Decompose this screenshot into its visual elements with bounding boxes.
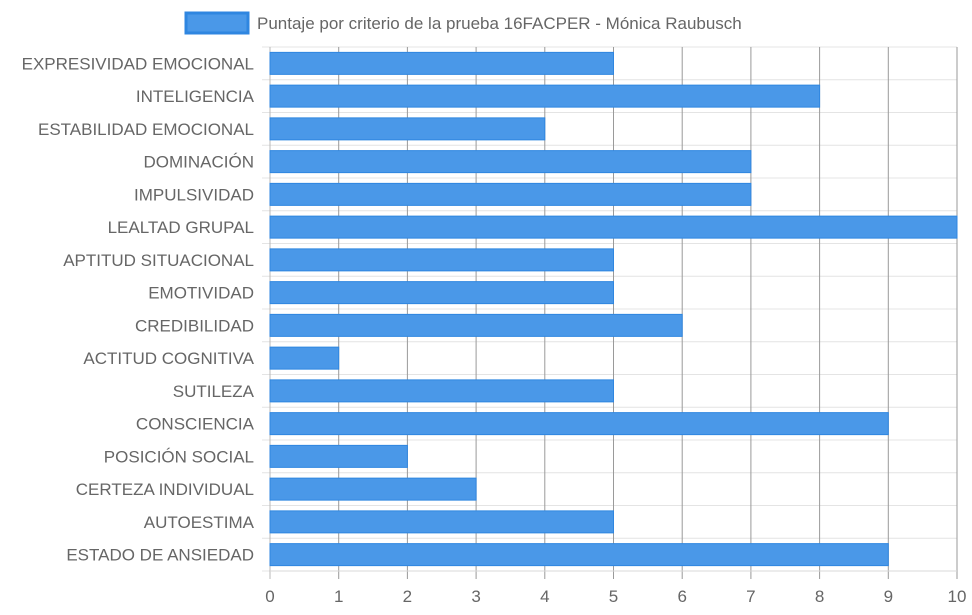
x-tick-label: 9 [884, 587, 893, 606]
legend-swatch [184, 11, 250, 35]
bar [269, 281, 614, 305]
bar [269, 379, 614, 403]
bar [269, 510, 614, 534]
category-label: EXPRESIVIDAD EMOCIONAL [22, 54, 254, 73]
category-label: DOMINACIÓN [144, 153, 255, 172]
category-label: APTITUD SITUACIONAL [63, 251, 254, 270]
bar [269, 543, 889, 567]
x-tick-label: 5 [609, 587, 618, 606]
bar [269, 84, 821, 108]
x-tick-label: 7 [746, 587, 755, 606]
category-label: INTELIGENCIA [136, 87, 255, 106]
x-tick-label: 6 [677, 587, 686, 606]
category-label: LEALTAD GRUPAL [108, 218, 254, 237]
category-label: AUTOESTIMA [144, 513, 255, 532]
category-label: ACTITUD COGNITIVA [83, 349, 254, 368]
category-label: IMPULSIVIDAD [134, 185, 254, 204]
bar [269, 477, 477, 501]
x-tick-label: 10 [948, 587, 967, 606]
x-tick-label: 2 [403, 587, 412, 606]
legend-label: Puntaje por criterio de la prueba 16FACP… [257, 14, 742, 33]
x-tick-label: 1 [334, 587, 343, 606]
bar [269, 248, 614, 272]
category-label: ESTADO DE ANSIEDAD [66, 546, 254, 565]
bar [269, 346, 340, 370]
category-label: CREDIBILIDAD [135, 316, 254, 335]
category-label: SUTILEZA [173, 382, 255, 401]
category-label: POSICIÓN SOCIAL [104, 447, 254, 466]
x-tick-label: 4 [540, 587, 549, 606]
bar [269, 117, 546, 141]
bar [269, 313, 683, 337]
category-label: CERTEZA INDIVIDUAL [76, 480, 254, 499]
category-label: EMOTIVIDAD [148, 284, 254, 303]
bar [269, 150, 752, 174]
x-tick-label: 8 [815, 587, 824, 606]
x-tick-label: 3 [471, 587, 480, 606]
category-label: ESTABILIDAD EMOCIONAL [38, 120, 254, 139]
bar [269, 51, 614, 75]
bar [269, 412, 889, 436]
bar [269, 215, 958, 239]
category-label: CONSCIENCIA [136, 415, 255, 434]
bar [269, 444, 408, 468]
bar [269, 182, 752, 206]
x-tick-label: 0 [265, 587, 274, 606]
